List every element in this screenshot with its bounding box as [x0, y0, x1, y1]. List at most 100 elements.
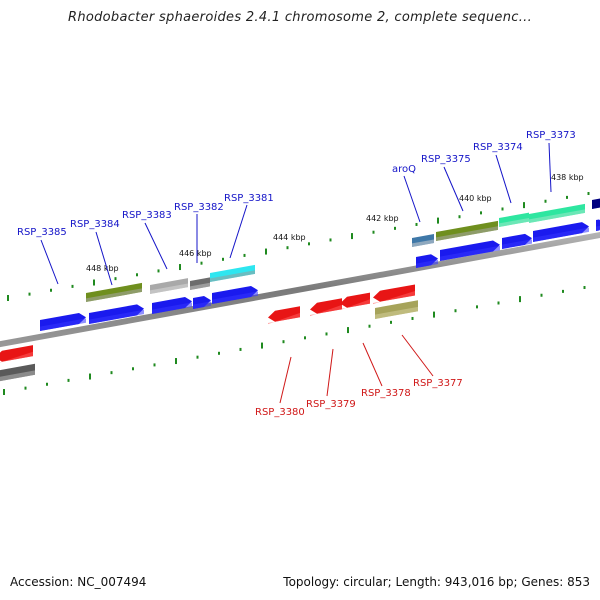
forward-cds-1[interactable] [89, 304, 144, 324]
forward-gene-label[interactable]: RSP_3374 [473, 142, 523, 153]
reverse-gene-label[interactable]: RSP_3379 [306, 399, 356, 410]
minor-tick [239, 347, 242, 351]
major-tick [433, 311, 435, 318]
minor-tick [153, 363, 156, 367]
reverse-cds-2[interactable] [310, 298, 342, 317]
callout-line [279, 356, 292, 404]
feature-edge-top[interactable] [592, 198, 600, 209]
reverse-gene-label[interactable]: RSP_3380 [255, 407, 305, 418]
minor-tick [368, 324, 371, 328]
minor-tick [157, 269, 160, 273]
callout-line [443, 166, 464, 212]
minor-tick [476, 305, 478, 309]
reverse-gene-label[interactable]: RSP_3377 [413, 378, 463, 389]
chromosome-backbone [0, 232, 600, 348]
forward-gene-label[interactable]: RSP_3381 [224, 193, 274, 204]
forward-cds-8[interactable] [533, 222, 589, 242]
minor-tick [46, 382, 48, 386]
minor-tick [501, 207, 504, 211]
feature-rsp3383-top[interactable] [150, 278, 188, 294]
tick-marks [3, 192, 590, 395]
callout-line [229, 204, 248, 259]
forward-gene-label[interactable]: RSP_3384 [70, 219, 120, 230]
forward-gene-label[interactable]: RSP_3383 [122, 210, 172, 221]
minor-tick [218, 351, 220, 355]
major-tick [89, 373, 91, 380]
reverse-cds-3[interactable] [340, 292, 370, 311]
reverse-cds-1[interactable] [268, 306, 300, 325]
forward-cds-5[interactable] [416, 254, 438, 268]
forward-gene-label[interactable]: RSP_3375 [421, 154, 471, 165]
forward-gene-label[interactable]: aroQ [392, 164, 416, 175]
callout-line [40, 239, 59, 285]
feature-rsp3375-top[interactable] [436, 220, 498, 241]
minor-tick [114, 277, 117, 281]
minor-tick [325, 332, 328, 336]
major-tick [7, 295, 9, 301]
kbp-label: 440 kbp [459, 194, 492, 203]
major-tick [519, 296, 521, 303]
callout-line [548, 142, 552, 193]
minor-tick [196, 355, 199, 359]
minor-tick [110, 371, 113, 375]
kbp-labels: 448 kbp 446 kbp 444 kbp 442 kbp 440 kbp 438 k… [86, 173, 584, 273]
forward-gene-label[interactable]: RSP_3373 [526, 130, 576, 141]
forward-gene-label[interactable]: RSP_3385 [17, 227, 67, 238]
major-tick [175, 358, 177, 365]
forward-cds-9[interactable] [596, 219, 600, 231]
feature-rsp3381-top[interactable] [210, 264, 255, 282]
major-tick [347, 327, 349, 334]
forward-cds-0[interactable] [40, 312, 86, 331]
topology-text: Topology: circular; Length: 943,016 bp; … [283, 575, 590, 589]
major-tick [265, 248, 267, 255]
callout-line [362, 342, 383, 387]
forward-cds-2[interactable] [152, 297, 192, 314]
forward-cds-3[interactable] [193, 296, 211, 309]
minor-tick [136, 273, 138, 277]
minor-tick [132, 367, 134, 371]
reverse-gene-label[interactable]: RSP_3378 [361, 388, 411, 399]
minor-tick [200, 261, 203, 265]
feature-rsp3384-top[interactable] [86, 282, 142, 302]
major-tick [93, 279, 95, 286]
minor-tick [372, 230, 375, 234]
minor-tick [562, 289, 564, 293]
minor-tick [544, 199, 547, 203]
feature-rsp3374-top[interactable] [499, 212, 529, 227]
callout-line [495, 154, 512, 204]
minor-tick [390, 320, 392, 324]
minor-tick [480, 211, 482, 215]
callout-line [401, 334, 434, 377]
minor-tick [540, 293, 543, 297]
feature-tracks [0, 198, 600, 382]
minor-tick [394, 226, 396, 230]
minor-tick [71, 284, 74, 288]
minor-tick [497, 301, 500, 305]
minor-tick [583, 286, 586, 290]
minor-tick [304, 336, 306, 340]
minor-tick [329, 238, 332, 242]
forward-cds-7[interactable] [502, 233, 532, 249]
feature-aroq-top[interactable] [412, 234, 434, 247]
forward-cds-4[interactable] [212, 285, 258, 304]
minor-tick [458, 215, 461, 219]
minor-tick [308, 242, 310, 246]
reverse-feature-gray[interactable] [0, 363, 35, 382]
kbp-label: 448 kbp [86, 264, 119, 273]
kbp-label: 444 kbp [273, 233, 306, 242]
map-title: Rhodobacter sphaeroides 2.4.1 chromosome… [67, 10, 533, 25]
gene-callouts: RSP_3385RSP_3384RSP_3383RSP_3382RSP_3381… [17, 130, 576, 418]
minor-tick [454, 309, 457, 313]
forward-cds-6[interactable] [440, 240, 500, 261]
feature-rsp3373-top[interactable] [529, 203, 585, 223]
minor-tick [28, 292, 31, 296]
reverse-cds-4[interactable] [373, 284, 415, 305]
reverse-cds-0[interactable] [0, 345, 33, 364]
backbone-group [0, 232, 600, 348]
feature-rsp3382-top[interactable] [190, 277, 210, 290]
kbp-label: 446 kbp [179, 249, 212, 258]
reverse-feature-olive[interactable] [375, 300, 418, 319]
minor-tick [587, 192, 590, 196]
forward-gene-label[interactable]: RSP_3382 [174, 202, 224, 213]
